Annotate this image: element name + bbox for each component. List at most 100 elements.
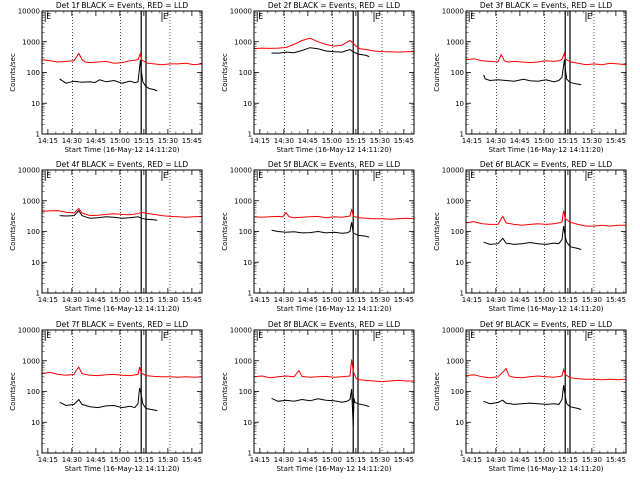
detector-panel-8: Det 8f BLACK = Events, RED = LLD E E 1 10 100… [221,320,415,473]
flag-letter: E [375,171,380,180]
x-tick-label: 14:30 [62,456,82,464]
flag-letter: E [587,331,592,340]
x-tick-label: 15:45 [182,296,202,304]
detector-panel-7: Det 7f BLACK = Events, RED = LLD E E 1 10 100… [9,320,203,473]
x-tick-label: 15:30 [158,296,178,304]
y-tick-label: 1 [248,450,252,458]
y-axis-label: Counts/sec [9,372,17,411]
flag-letter: E [258,331,263,340]
plot-frame [253,10,415,135]
y-tick-label: 1 [36,131,40,139]
x-tick-label: 14:30 [486,456,506,464]
events-series-line [59,387,158,412]
x-tick-label: 15:30 [582,137,602,145]
x-tick-label: 14:15 [250,456,270,464]
x-tick-label: 15:00 [534,296,554,304]
x-tick-label: 14:15 [462,296,482,304]
flag-letter: E [163,171,168,180]
y-axis-label: Counts/sec [433,212,441,251]
x-tick-label: 15:15 [134,456,154,464]
panel-title: Det 2f BLACK = Events, RED = LLD [268,1,401,10]
x-tick-label: 14:15 [462,137,482,145]
x-tick-label: 15:00 [322,137,342,145]
y-tick-label: 10000 [442,8,464,16]
y-tick-label: 1 [36,290,40,298]
y-tick-label: 100 [451,388,464,396]
flag-letter: E [587,171,592,180]
lld-series-line [41,52,203,66]
x-tick-label: 14:45 [86,456,106,464]
lld-series-line [465,51,627,66]
detector-panel-1: Det 1f BLACK = Events, RED = LLD E E 1 10 100… [9,1,203,154]
x-tick-label: 15:15 [134,137,154,145]
x-tick-label: 15:45 [182,456,202,464]
x-tick-label: 14:30 [274,456,294,464]
x-axis-label: Start Time (16-May-12 14:11:20) [276,146,391,154]
y-axis-label: Counts/sec [9,53,17,92]
y-tick-label: 10000 [18,8,40,16]
x-tick-label: 14:45 [510,296,530,304]
y-tick-label: 1 [248,131,252,139]
x-tick-label: 15:30 [158,137,178,145]
flag-letter: E [375,12,380,21]
y-tick-label: 10000 [442,327,464,335]
y-tick-label: 1 [460,131,464,139]
x-tick-label: 15:00 [110,456,130,464]
lld-series-line [465,367,627,381]
x-tick-label: 15:00 [322,296,342,304]
y-tick-label: 10 [243,100,252,108]
flag-letter: E [258,171,263,180]
events-series-line [483,226,582,250]
detector-panel-4: Det 4f BLACK = Events, RED = LLD E E 1 10 100… [9,160,203,313]
y-tick-label: 10 [243,259,252,267]
x-tick-label: 15:00 [534,137,554,145]
detector-panel-9: Det 9f BLACK = Events, RED = LLD E E 1 10 100… [433,320,627,473]
y-tick-label: 1000 [446,197,464,205]
panel-title: Det 9f BLACK = Events, RED = LLD [480,320,613,329]
x-tick-label: 14:45 [510,456,530,464]
y-tick-label: 10 [455,419,464,427]
y-tick-label: 1000 [22,357,40,365]
plot-frame [41,10,203,135]
y-tick-label: 10 [31,259,40,267]
events-series-line [483,385,582,410]
events-series-line [59,209,158,221]
x-axis-label: Start Time (16-May-12 14:11:20) [64,146,179,154]
detector-panel-5: Det 5f BLACK = Events, RED = LLD E E 1 10 100… [221,160,415,313]
flag-letter: E [470,331,475,340]
x-tick-label: 14:15 [250,137,270,145]
x-axis-label: Start Time (16-May-12 14:11:20) [488,465,603,473]
x-tick-label: 15:30 [158,456,178,464]
x-tick-label: 14:30 [274,296,294,304]
flag-letter: E [163,331,168,340]
y-tick-label: 1 [248,290,252,298]
events-series-line [59,60,158,92]
x-tick-label: 14:30 [486,137,506,145]
x-axis-label: Start Time (16-May-12 14:11:20) [276,305,391,313]
y-tick-label: 10000 [442,167,464,175]
lld-series-line [253,359,414,383]
flag-letter: E [46,331,51,340]
flag-letter: E [258,12,263,21]
plot-frame [465,10,627,135]
y-tick-label: 10000 [230,8,252,16]
lld-series-line [41,207,203,218]
x-tick-label: 15:45 [606,137,626,145]
flag-letter: E [587,12,592,21]
y-axis-label: Counts/sec [221,372,229,411]
panel-title: Det 6f BLACK = Events, RED = LLD [480,160,613,169]
y-tick-label: 10 [31,100,40,108]
x-tick-label: 14:30 [62,296,82,304]
y-tick-label: 10000 [230,327,252,335]
flag-letter: E [163,12,168,21]
plot-frame [41,169,203,294]
x-tick-label: 14:30 [274,137,294,145]
panel-title: Det 3f BLACK = Events, RED = LLD [480,1,613,10]
x-tick-label: 15:30 [582,296,602,304]
lld-series-line [465,210,626,227]
x-axis-label: Start Time (16-May-12 14:11:20) [64,305,179,313]
x-tick-label: 15:30 [370,137,390,145]
x-tick-label: 15:15 [346,137,366,145]
x-axis-label: Start Time (16-May-12 14:11:20) [64,465,179,473]
panel-title: Det 8f BLACK = Events, RED = LLD [268,320,401,329]
